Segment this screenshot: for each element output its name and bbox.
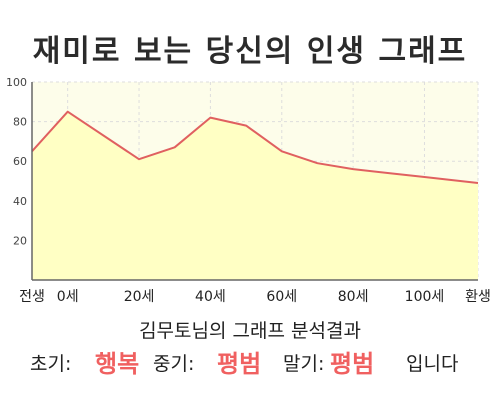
result-title: 김무토님의 그래프 분석결과 [139, 320, 361, 342]
middle-label: 중기: [153, 353, 195, 375]
x-tick-label: 100세 [405, 289, 445, 305]
y-tick-label: 60 [13, 155, 27, 168]
life-area-fill [32, 111, 478, 280]
x-tick-labels: 전생 0세 20세 40세 60세 80세 100세 환생 [19, 289, 491, 305]
late-value: 평범 [330, 350, 375, 378]
x-tick-label: 전생 [19, 289, 45, 305]
chart-title: 재미로 보는 당신의 인생 그래프 [32, 34, 468, 69]
life-line [31, 110, 479, 184]
x-tick-label: 0세 [57, 289, 79, 305]
x-tick-label: 20세 [124, 289, 155, 305]
y-tick-label: 40 [13, 195, 27, 208]
axes [31, 82, 478, 281]
y-tick-label: 100 [6, 76, 27, 89]
x-tick-label: 환생 [465, 289, 491, 305]
result-summary: 초기: 행복 중기: 평범 말기: 평범 입니다 [0, 346, 500, 382]
result-suffix: 입니다 [406, 353, 459, 375]
y-tick-label: 20 [13, 234, 27, 247]
late-label: 말기: [283, 353, 325, 375]
x-tick-label: 40세 [195, 289, 226, 305]
x-tick-label: 60세 [266, 289, 297, 305]
early-label: 초기: [30, 353, 72, 375]
x-tick-label: 80세 [338, 289, 369, 305]
y-tick-labels: 20 40 60 80 100 [6, 76, 27, 247]
y-tick-label: 80 [13, 116, 27, 129]
middle-value: 평범 [217, 350, 262, 378]
early-value: 행복 [95, 350, 140, 378]
